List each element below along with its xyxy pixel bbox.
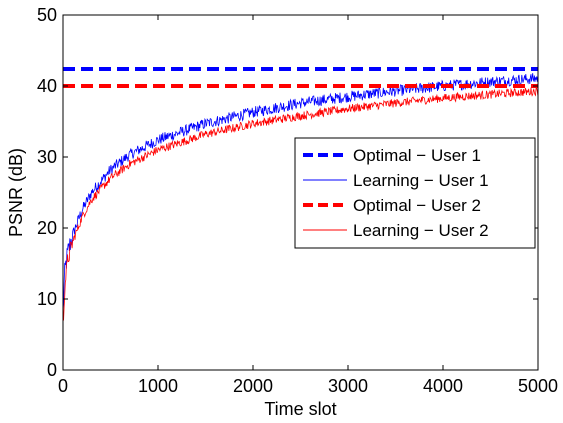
legend-label: Learning − User 2	[353, 221, 489, 240]
legend-label: Optimal − User 1	[353, 146, 481, 165]
series-4-line	[62, 86, 539, 322]
x-tick-label: 1000	[138, 376, 178, 396]
y-tick-label: 50	[37, 5, 57, 25]
plot-frame	[62, 14, 539, 371]
x-tick-label: 5000	[518, 376, 558, 396]
x-tick-label: 2000	[233, 376, 273, 396]
x-axis-label: Time slot	[264, 399, 336, 418]
x-tick-label: 4000	[423, 376, 463, 396]
y-tick-label: 0	[47, 360, 57, 380]
x-tick-label: 0	[58, 376, 68, 396]
tick-layer: 0 1000 2000 3000 4000 5000 0 10 20 30 40 50	[37, 5, 558, 396]
y-tick-label: 20	[37, 218, 57, 238]
y-axis-label: PSNR (dB)	[6, 148, 26, 237]
legend-label: Learning − User 1	[353, 171, 489, 190]
y-tick-label: 40	[37, 76, 57, 96]
series-2-line	[62, 73, 539, 310]
series-layer	[62, 66, 539, 322]
y-tick-label: 10	[37, 289, 57, 309]
y-tick-label: 30	[37, 147, 57, 167]
legend: Optimal − User 1 Learning − User 1 Optimal…	[294, 137, 536, 249]
legend-label: Optimal − User 2	[353, 196, 481, 215]
x-tick-label: 3000	[328, 376, 368, 396]
